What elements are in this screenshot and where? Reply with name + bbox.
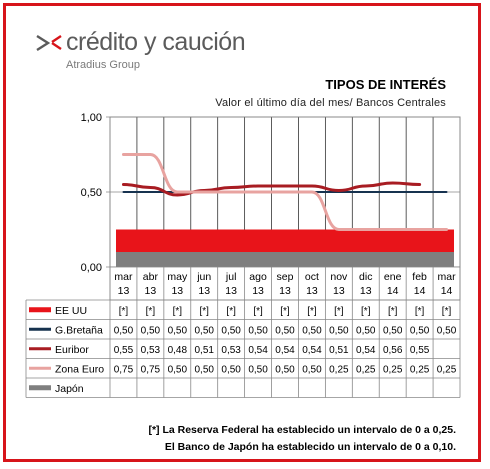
- table-cell: 0,54: [248, 345, 268, 356]
- series-line-2: [121, 181, 422, 197]
- band-0: [116, 229, 454, 252]
- table-cell: 0,53: [221, 345, 241, 356]
- table-cell: [*]: [388, 306, 398, 317]
- brand-group: Atradius Group: [66, 59, 140, 71]
- legend-label: G.Bretaña: [55, 324, 103, 336]
- table-cell: 0,50: [302, 325, 322, 336]
- x-tick-label: 14: [387, 285, 399, 297]
- legend-label: Euribor: [55, 344, 89, 356]
- logo-mark-icon: [36, 34, 62, 52]
- x-tick-label: 13: [252, 285, 264, 297]
- legend-key: [29, 385, 51, 391]
- note-boj: El Banco de Japón ha establecido un inte…: [164, 441, 456, 453]
- x-tick-label: 14: [441, 285, 453, 297]
- legend-key: [29, 307, 51, 313]
- table-cell: 0,54: [302, 345, 322, 356]
- x-tick-label: 13: [306, 285, 318, 297]
- table-cell: 0,50: [302, 364, 322, 375]
- legend-label: EE UU: [55, 305, 87, 317]
- x-tick-label: ene: [384, 271, 402, 283]
- table-cell: [*]: [361, 306, 371, 317]
- x-tick-label: 13: [360, 285, 372, 297]
- table-cell: 0,50: [194, 325, 214, 336]
- table-cell: 0,50: [141, 325, 161, 336]
- x-tick-label: 13: [279, 285, 291, 297]
- table-cell: [*]: [334, 306, 344, 317]
- table-cell: 0,50: [168, 325, 188, 336]
- chart-subtitle: Valor el último día del mes/ Bancos Cent…: [215, 97, 446, 109]
- table-cell: [*]: [253, 306, 263, 317]
- legend-label: Zona Euro: [55, 363, 104, 375]
- x-tick-label: 13: [171, 285, 183, 297]
- table-cell: 0,75: [141, 364, 161, 375]
- table-cell: 0,55: [114, 345, 134, 356]
- table-cell: 0,50: [329, 325, 349, 336]
- table-cell: [*]: [119, 306, 129, 317]
- x-tick-label: mar: [114, 271, 133, 283]
- x-tick-label: abr: [143, 271, 159, 283]
- table-cell: 0,51: [194, 345, 214, 356]
- table-cell: 0,25: [437, 364, 457, 375]
- band-4: [116, 252, 454, 267]
- legend-label: Japón: [55, 383, 84, 395]
- table-cell: 0,50: [383, 325, 403, 336]
- table-cell: 0,25: [356, 364, 376, 375]
- table-cell: 0,50: [248, 325, 268, 336]
- table-cell: 0,50: [114, 325, 134, 336]
- table-cell: 0,50: [275, 325, 295, 336]
- table-cell: 0,50: [221, 325, 241, 336]
- table-cell: 0,53: [141, 345, 161, 356]
- table-cell: 0,56: [383, 345, 403, 356]
- table-cell: 0,55: [410, 345, 430, 356]
- table-cell: 0,51: [329, 345, 349, 356]
- table-cell: [*]: [442, 306, 452, 317]
- table-cell: 0,25: [410, 364, 430, 375]
- table-cell: [*]: [200, 306, 210, 317]
- table-cell: 0,54: [275, 345, 295, 356]
- table-cell: [*]: [280, 306, 290, 317]
- x-tick-label: jul: [225, 271, 237, 283]
- x-tick-label: ago: [249, 271, 267, 283]
- x-tick-label: 13: [225, 285, 237, 297]
- table-cell: 0,50: [194, 364, 214, 375]
- table-cell: [*]: [173, 306, 183, 317]
- x-tick-label: may: [167, 271, 188, 283]
- note-fed: [*] La Reserva Federal ha establecido un…: [148, 424, 456, 436]
- x-tick-label: 13: [333, 285, 345, 297]
- table-cell: 0,54: [356, 345, 376, 356]
- table-cell: 0,50: [168, 364, 188, 375]
- x-tick-label: sep: [277, 271, 294, 283]
- y-tick-label: 0,00: [81, 262, 102, 274]
- table-cell: 0,50: [410, 325, 430, 336]
- table-cell: 0,50: [221, 364, 241, 375]
- table-cell: [*]: [226, 306, 236, 317]
- x-tick-label: 13: [198, 285, 210, 297]
- table-cell: [*]: [415, 306, 425, 317]
- table-cell: 0,50: [356, 325, 376, 336]
- table-cell: 0,25: [329, 364, 349, 375]
- y-tick-label: 1,00: [81, 112, 102, 124]
- table-cell: 0,50: [275, 364, 295, 375]
- x-tick-label: 14: [414, 285, 426, 297]
- table-cell: [*]: [307, 306, 317, 317]
- table-cell: 0,50: [437, 325, 457, 336]
- x-tick-label: nov: [330, 271, 348, 283]
- table-cell: 0,48: [168, 345, 188, 356]
- x-tick-label: feb: [412, 271, 427, 283]
- x-tick-label: mar: [437, 271, 456, 283]
- x-tick-label: dic: [359, 271, 372, 283]
- table-cell: 0,75: [114, 364, 134, 375]
- chart-title: TIPOS DE INTERÉS: [325, 77, 446, 92]
- x-tick-label: 13: [145, 285, 157, 297]
- x-tick-label: oct: [305, 271, 319, 283]
- table-cell: [*]: [146, 306, 156, 317]
- table-cell: 0,25: [383, 364, 403, 375]
- x-tick-label: jun: [196, 271, 211, 283]
- x-tick-label: 13: [118, 285, 130, 297]
- table-header: [109, 266, 461, 301]
- table-cell: 0,50: [248, 364, 268, 375]
- brand-name: crédito y caución: [66, 28, 246, 56]
- y-tick-label: 0,50: [81, 187, 102, 199]
